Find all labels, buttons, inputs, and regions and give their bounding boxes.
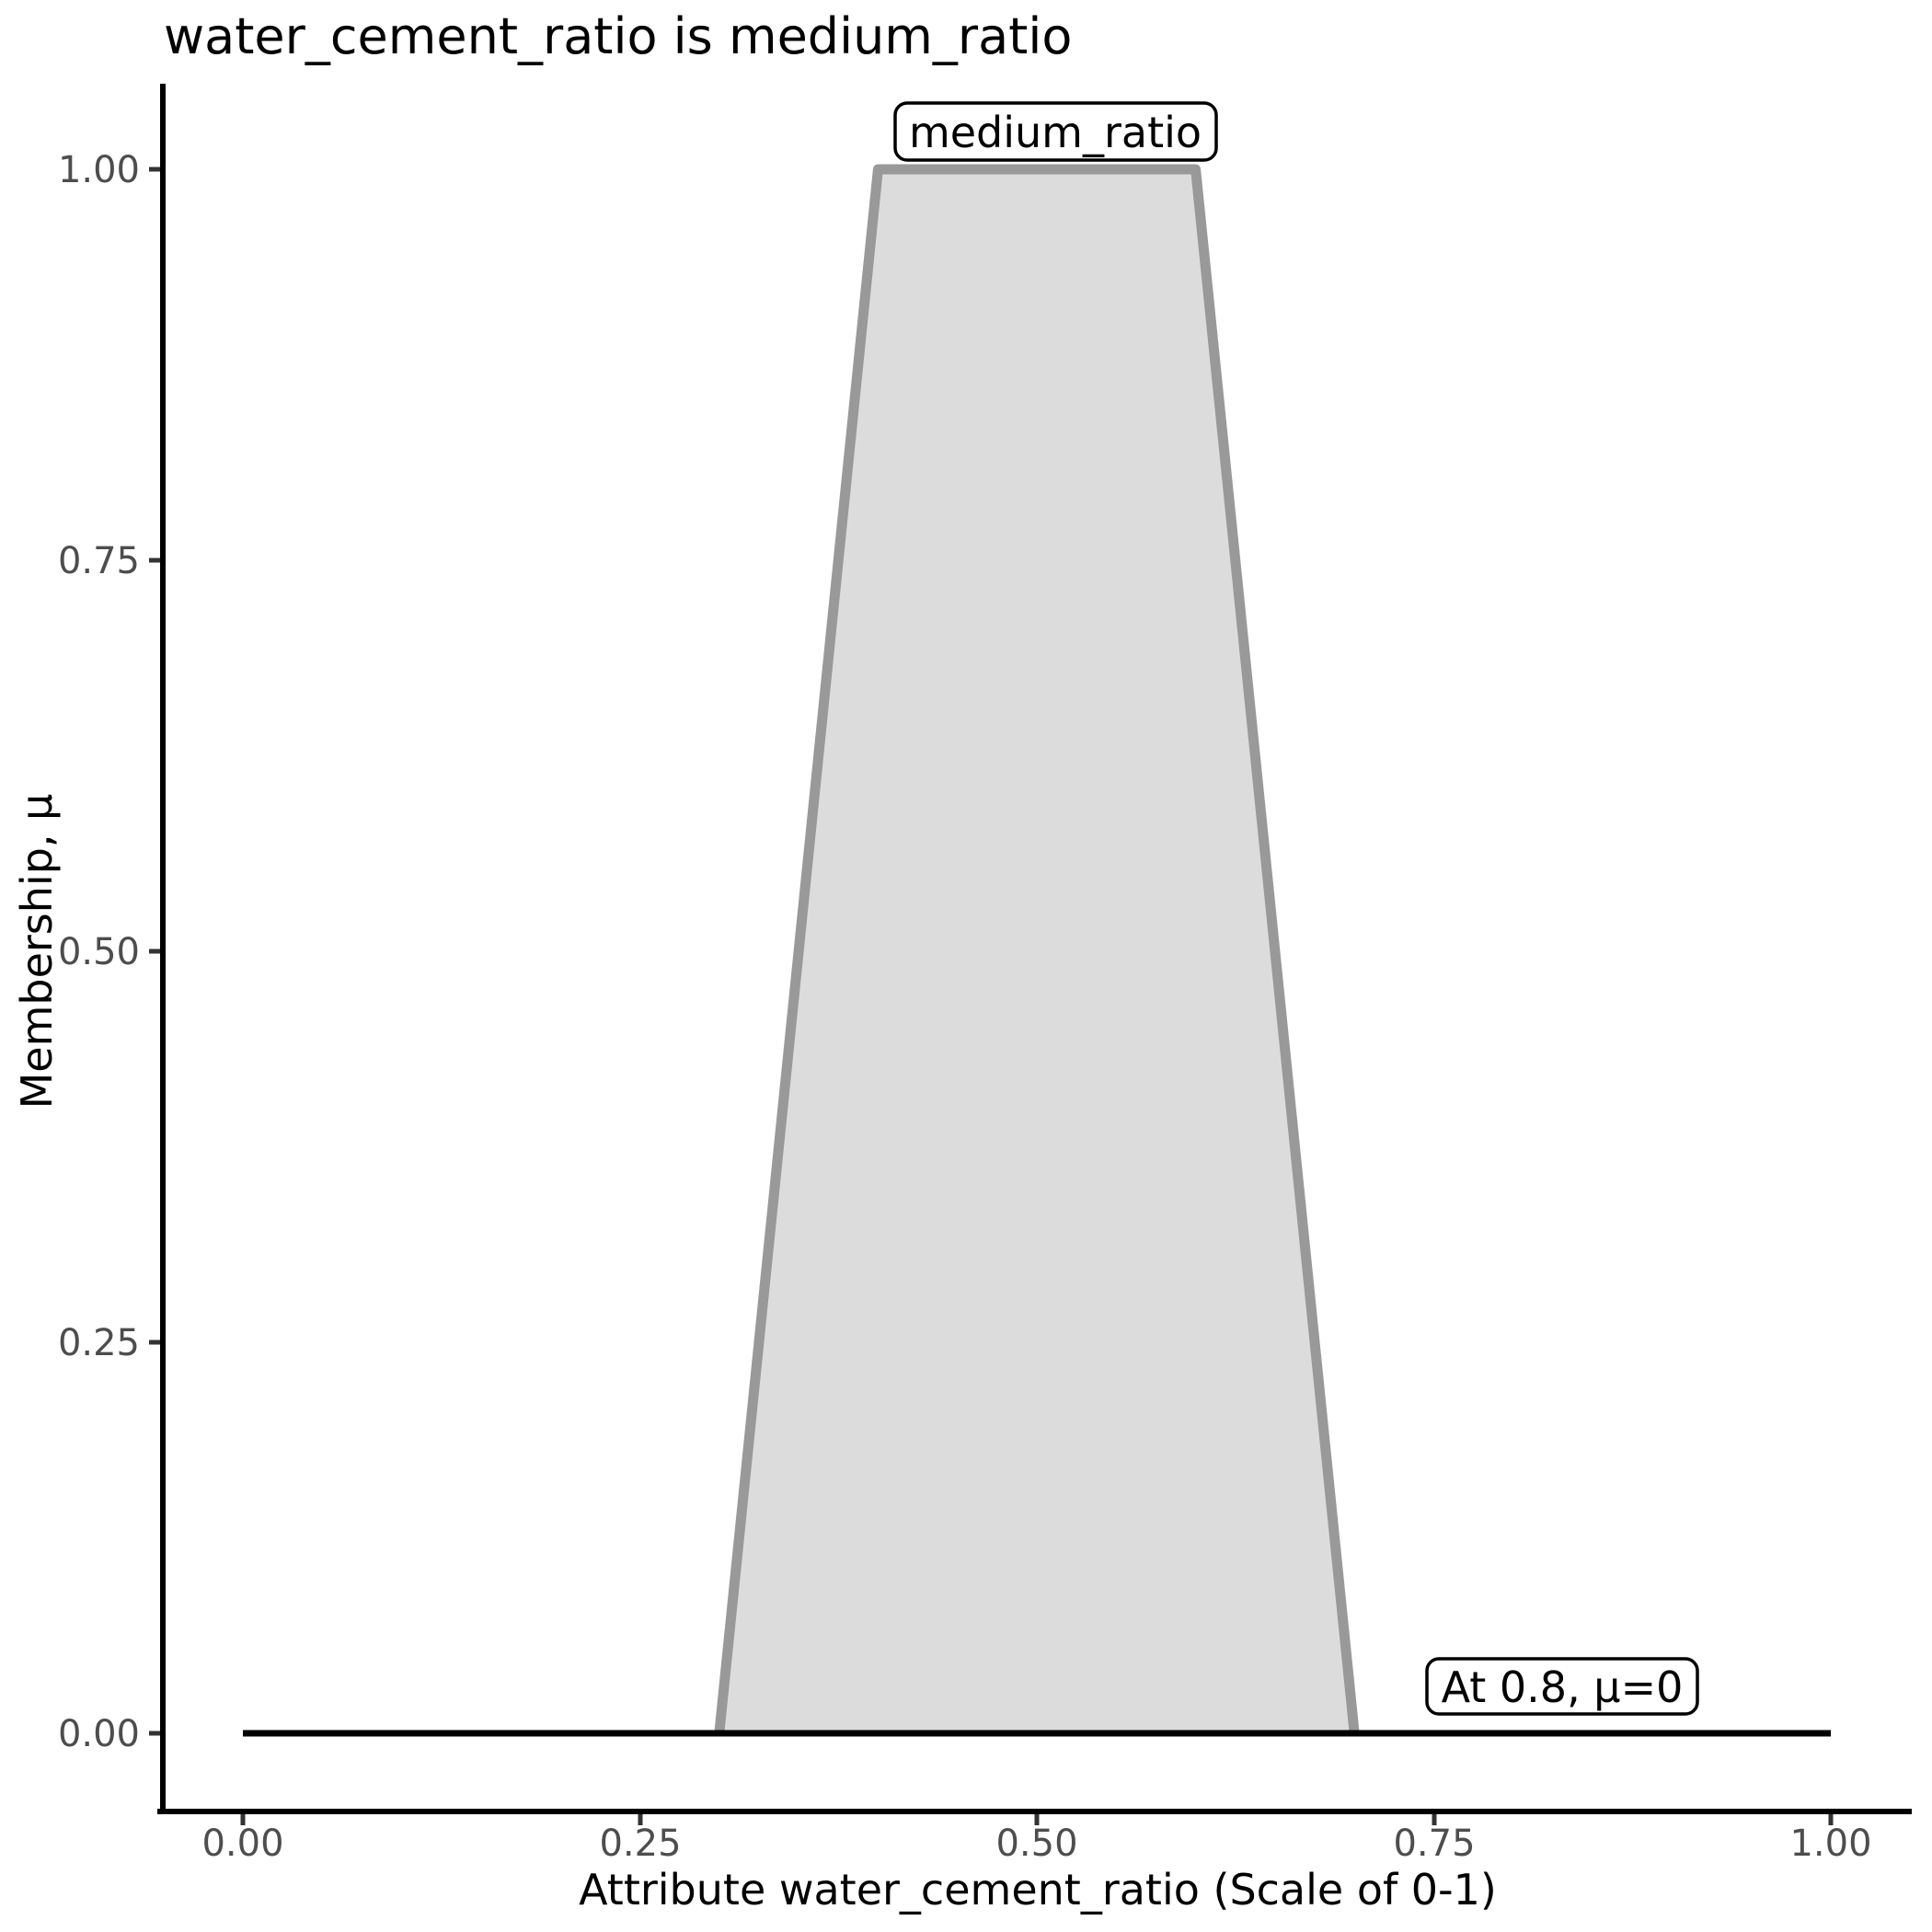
y-axis-tick-labels: 1.00 0.75 0.50 0.25 0.00 [58, 149, 140, 1755]
annotation-at-0-8: At 0.8, μ=0 [1425, 1657, 1699, 1716]
membership-area [243, 169, 1831, 1733]
y-axis-title: Membership, μ [12, 794, 62, 1110]
annotation-label: medium_ratio [909, 108, 1202, 157]
y-tick-label: 0.50 [58, 931, 140, 973]
annotation-box [893, 101, 1218, 162]
annotation-medium-ratio: medium_ratio [893, 101, 1218, 162]
y-tick-label: 0.75 [58, 540, 140, 582]
x-axis-ticks [240, 1814, 1834, 1825]
y-tick-label: 0.00 [58, 1713, 140, 1755]
x-tick-label: 0.75 [1393, 1823, 1475, 1865]
y-tick-label: 0.25 [58, 1322, 140, 1364]
chart-title: water_cement_ratio is medium_ratio [164, 7, 1072, 65]
x-axis-title: Attribute water_cement_ratio (Scale of 0… [579, 1865, 1497, 1915]
x-tick-label: 0.50 [995, 1823, 1077, 1865]
annotation-label: At 0.8, μ=0 [1442, 1662, 1684, 1712]
y-tick-label: 1.00 [58, 149, 140, 191]
y-axis-ticks [149, 167, 160, 1736]
membership-outline [714, 164, 1360, 1734]
x-tick-label: 0.00 [201, 1823, 283, 1865]
annotation-box [1425, 1657, 1699, 1716]
x-tick-label: 0.25 [599, 1823, 681, 1865]
x-tick-label: 1.00 [1789, 1823, 1871, 1865]
x-axis-tick-labels: 0.00 0.25 0.50 0.75 1.00 [201, 1823, 1871, 1865]
